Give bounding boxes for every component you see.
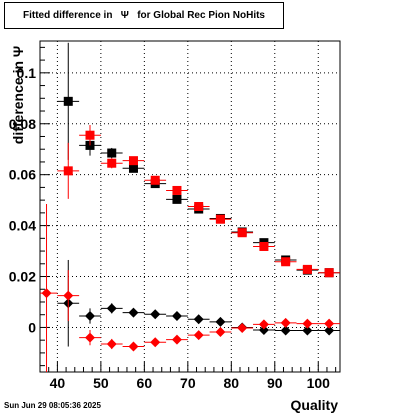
data-point (150, 175, 160, 185)
plot-frame (39, 40, 341, 373)
data-point (193, 314, 204, 325)
data-point (128, 341, 139, 352)
y-axis-label: difference in Ψ (10, 45, 26, 145)
data-point (172, 185, 182, 195)
y-tick-label: 0.06 (9, 167, 36, 183)
data-point (128, 156, 138, 166)
data-point (215, 316, 226, 327)
x-tick-label: 90 (267, 375, 283, 391)
chart-title: Fitted difference in Ψ for Global Rec Pi… (4, 2, 284, 29)
data-point (106, 338, 117, 349)
x-tick-label: 40 (50, 375, 66, 391)
data-point (128, 163, 138, 173)
data-point (237, 322, 248, 333)
data-point (215, 327, 226, 338)
y-tick-label: 0 (28, 319, 36, 335)
data-point (324, 318, 335, 329)
data-point (258, 324, 269, 335)
data-point (150, 337, 161, 348)
data-point (302, 325, 313, 336)
data-point (63, 166, 73, 176)
data-point (107, 148, 117, 158)
x-tick-label: 60 (137, 375, 153, 391)
data-point (85, 310, 95, 321)
x-tick-label: 70 (180, 375, 196, 391)
data-point (85, 332, 95, 343)
data-series (40, 42, 340, 372)
y-tick-label: 0.04 (9, 218, 36, 234)
data-point (237, 228, 247, 238)
axis-ticks: 40 50 60 70 80 90 100 0 0.02 0.04 0.06 0.08 0.1 (9, 46, 337, 391)
y-tick-label: 0.08 (9, 116, 36, 132)
x-tick-label: 80 (224, 375, 240, 391)
data-point (324, 268, 334, 278)
data-point (171, 334, 182, 345)
data-point (194, 202, 204, 211)
data-point (280, 325, 291, 336)
data-point (85, 130, 95, 140)
data-point (258, 319, 269, 330)
x-tick-label: 100 (307, 375, 331, 391)
data-point (259, 241, 269, 251)
data-point (63, 290, 74, 301)
data-point (215, 214, 225, 224)
data-point (172, 194, 182, 204)
data-point (302, 318, 313, 329)
plot-border (39, 40, 341, 373)
timestamp: Sun Jun 29 08:05:36 2025 (4, 401, 101, 410)
data-point (63, 96, 73, 106)
data-point (302, 264, 312, 274)
data-point (107, 158, 117, 168)
series-1 (57, 125, 340, 278)
data-point (41, 288, 52, 299)
y-tick-label: 0.1 (17, 65, 37, 81)
data-point (281, 257, 291, 267)
series-3 (40, 203, 340, 372)
data-point (106, 303, 117, 314)
data-point (280, 317, 291, 328)
y-tick-label: 0.02 (9, 269, 36, 285)
data-point (128, 307, 139, 318)
x-tick-label: 50 (93, 375, 109, 391)
series-0 (57, 42, 340, 278)
data-point (193, 330, 204, 341)
data-point (171, 310, 182, 321)
x-axis-label: Quality (290, 397, 338, 413)
data-point (150, 309, 161, 320)
data-point (324, 325, 335, 336)
